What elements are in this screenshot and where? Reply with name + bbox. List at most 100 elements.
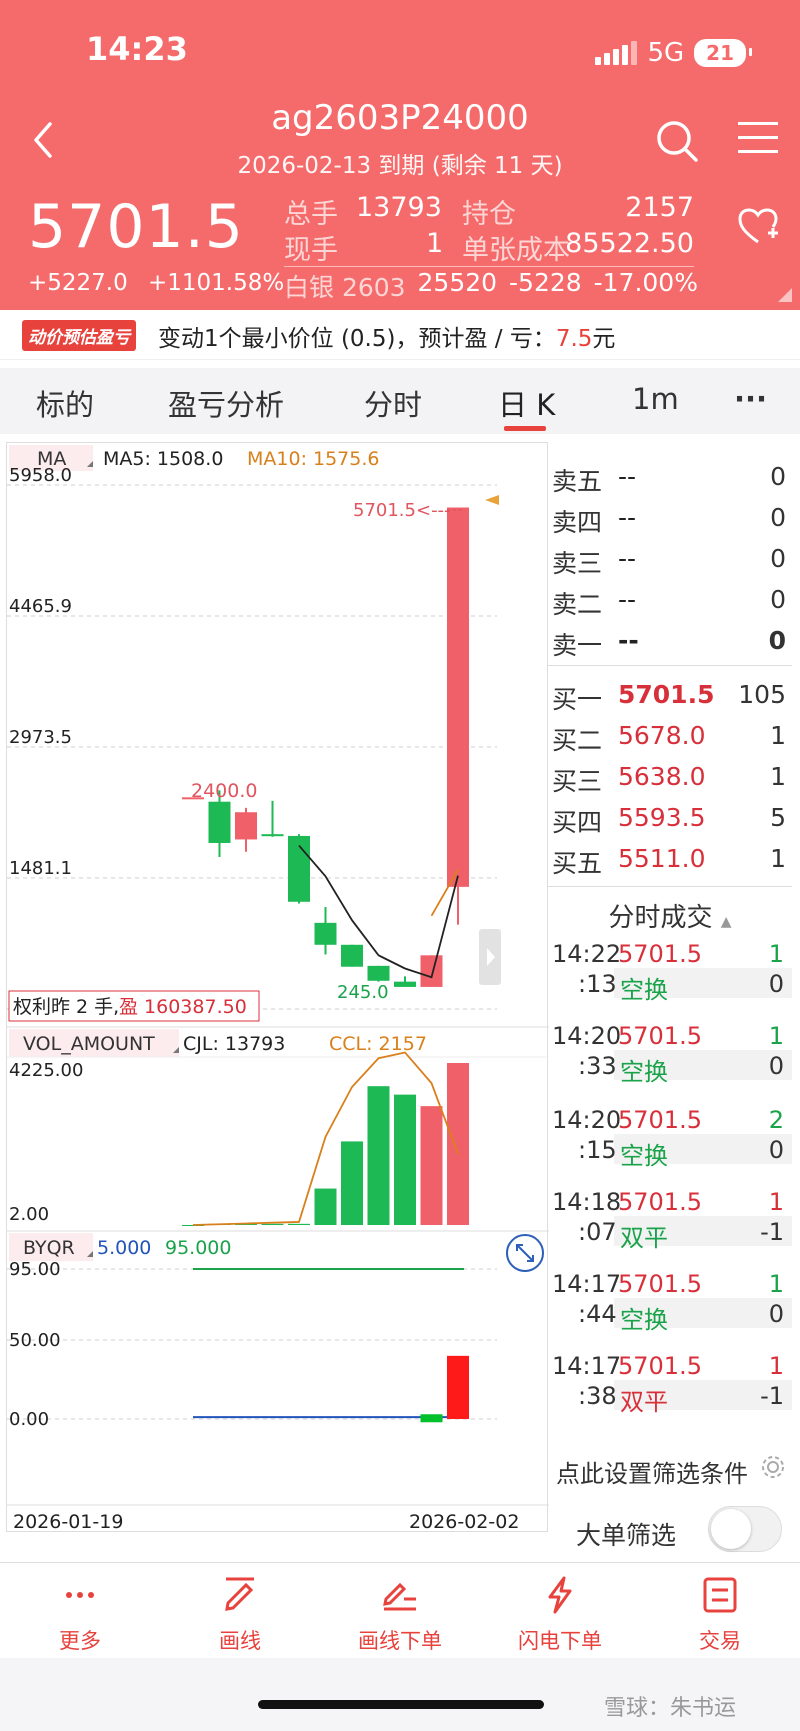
byqr-bar: [447, 1355, 469, 1419]
heart-plus-icon: [738, 208, 778, 244]
toolbar-lightning-button[interactable]: 闪电下单: [500, 1575, 620, 1655]
active-tab-indicator: [504, 426, 546, 431]
back-button[interactable]: [28, 118, 68, 168]
tab-underlying[interactable]: 标的: [36, 388, 95, 422]
order-book: 卖五 -- 0 卖四 -- 0 卖三 -- 0 卖二 -- 0 卖一 -- 0 买一 5701.5 10…: [548, 442, 792, 879]
gear-icon[interactable]: [760, 1454, 786, 1480]
network-label: 5G: [647, 38, 685, 68]
buy-price: 5593.5: [618, 803, 706, 832]
volume-bars: [182, 1051, 469, 1226]
trade-qty: 1: [768, 1352, 784, 1380]
byqr-selector-label[interactable]: BYQR: [23, 1237, 75, 1259]
trade-row-bg: [614, 1216, 792, 1246]
sell-volume: 0: [770, 503, 786, 532]
toolbar-draw-button[interactable]: 画线: [180, 1575, 300, 1655]
sell-row-3[interactable]: 卖三 -- 0: [548, 538, 792, 579]
big-order-filter-label: 大单筛选: [576, 1521, 677, 1550]
kline-chart[interactable]: MA MA5: 1508.0 MA10: 1575.6 5958.0 4465.9…: [7, 443, 549, 1533]
underlying-row[interactable]: 白银 2603 25520 -5228 -17.00%: [284, 268, 698, 304]
tab-daily-k[interactable]: 日 K: [498, 388, 556, 422]
buy-row-5[interactable]: 买五 5511.0 1: [548, 838, 792, 879]
chart-panel[interactable]: MA MA5: 1508.0 MA10: 1575.6 5958.0 4465.9…: [6, 442, 549, 1533]
position-pnl-box[interactable]: [8, 990, 260, 1022]
stats-panel: 总手 13793 持仓 2157 现手 1 单张成本 85522.50: [284, 192, 694, 266]
buy-row-1[interactable]: 买一 5701.5 105: [548, 674, 792, 715]
expiry-subtitle: 2026-02-13 到期 (剩余 11 天): [237, 153, 563, 179]
status-time: 14:23: [86, 30, 188, 68]
sell-row-4[interactable]: 卖四 -- 0: [548, 497, 792, 538]
trade-row-bg: [614, 968, 792, 998]
buy-row-3[interactable]: 买三 5638.0 1: [548, 756, 792, 797]
tab-pnl-analysis[interactable]: 盈亏分析: [168, 388, 285, 422]
byqr-value-1: 5.000: [97, 1237, 151, 1259]
sell-label: 卖三: [552, 549, 603, 578]
trade-row-bg: [614, 1380, 792, 1410]
home-indicator[interactable]: [258, 1700, 544, 1709]
trade-qty: 1: [768, 1188, 784, 1216]
vol-selector-bg[interactable]: [9, 1029, 179, 1057]
sell-label: 卖五: [552, 467, 603, 496]
toolbar-more-button[interactable]: 更多: [20, 1575, 140, 1655]
signal-icon: [595, 41, 638, 65]
menu-button[interactable]: [738, 122, 778, 156]
ma5-legend: MA5: 1508.0: [103, 448, 223, 470]
menu-icon-line: [738, 150, 778, 153]
high-price-label: 2400.0: [191, 780, 257, 802]
ma-selector-label[interactable]: MA: [37, 448, 66, 470]
pnl-estimate-bar[interactable]: 动价预估盈亏 变动1个最小价位 (0.5)，预计盈 / 亏：7.5元: [0, 312, 800, 360]
total-volume-value: 13793: [356, 192, 442, 223]
menu-icon-line: [738, 122, 778, 125]
toolbar-label: 更多: [59, 1629, 101, 1653]
tab-intraday[interactable]: 分时: [364, 388, 423, 422]
trade-seconds: :38: [578, 1382, 617, 1410]
toolbar-label: 画线下单: [358, 1629, 442, 1653]
estimate-value: 7.5: [555, 325, 593, 352]
pnl-box-profit: 盈 160387.50: [119, 996, 247, 1018]
candle-body: [208, 801, 231, 843]
trade-row-bg: [614, 1134, 792, 1164]
big-order-toggle[interactable]: [708, 1506, 782, 1552]
trade-price: 5701.5: [618, 940, 702, 968]
price-tick-label: 4465.9: [9, 596, 72, 617]
ccl-line: [192, 1051, 459, 1226]
candle-body: [314, 922, 337, 945]
ccl-legend: CCL: 2157: [329, 1033, 427, 1055]
current-hand-label: 现手: [284, 235, 338, 266]
buy-row-4[interactable]: 买四 5593.5 5: [548, 797, 792, 838]
trades-title[interactable]: 分时成交 ▲: [548, 886, 792, 934]
sell-price: --: [618, 462, 637, 491]
unit-cost-label: 单张成本: [462, 235, 570, 266]
toolbar-label: 闪电下单: [518, 1629, 602, 1653]
buy-volume: 1: [770, 721, 786, 750]
sell-row-1[interactable]: 卖一 -- 0: [548, 620, 792, 661]
menu-icon-line: [738, 136, 778, 139]
candle-body: [420, 955, 443, 987]
byqr-selector-bg[interactable]: [9, 1233, 93, 1261]
trade-type: 空换: [620, 1142, 668, 1170]
tab-1m[interactable]: 1m: [632, 382, 679, 416]
buy-price: 5638.0: [618, 762, 706, 791]
sell-row-5[interactable]: 卖五 -- 0: [548, 456, 792, 497]
volume-bar: [367, 1086, 390, 1225]
search-button[interactable]: [654, 118, 700, 164]
total-volume-label: 总手: [284, 199, 338, 230]
toolbar-label: 画线: [219, 1629, 261, 1653]
favorite-button[interactable]: [736, 206, 780, 246]
buy-row-2[interactable]: 买二 5678.0 1: [548, 715, 792, 756]
toolbar-trade-button[interactable]: 交易: [660, 1575, 780, 1655]
buy-label: 买一: [552, 685, 603, 714]
trade-oi: 0: [768, 1052, 784, 1080]
candle-body: [341, 944, 363, 967]
toolbar-draw-order-button[interactable]: 画线下单: [340, 1575, 460, 1655]
ma-selector-bg[interactable]: [9, 445, 93, 471]
underlying-pct: -17.00%: [593, 268, 698, 297]
trade-oi: 0: [768, 1136, 784, 1164]
expand-corner-icon[interactable]: [778, 288, 792, 302]
vol-selector-label[interactable]: VOL_AMOUNT: [23, 1033, 155, 1055]
underlying-name: 白银 2603: [284, 273, 406, 302]
tab-more[interactable]: ···: [734, 382, 768, 416]
trade-oi: -1: [760, 1218, 784, 1246]
filter-settings-link[interactable]: 点此设置筛选条件: [556, 1460, 748, 1488]
trade-icon: [703, 1577, 737, 1613]
sell-row-2[interactable]: 卖二 -- 0: [548, 579, 792, 620]
